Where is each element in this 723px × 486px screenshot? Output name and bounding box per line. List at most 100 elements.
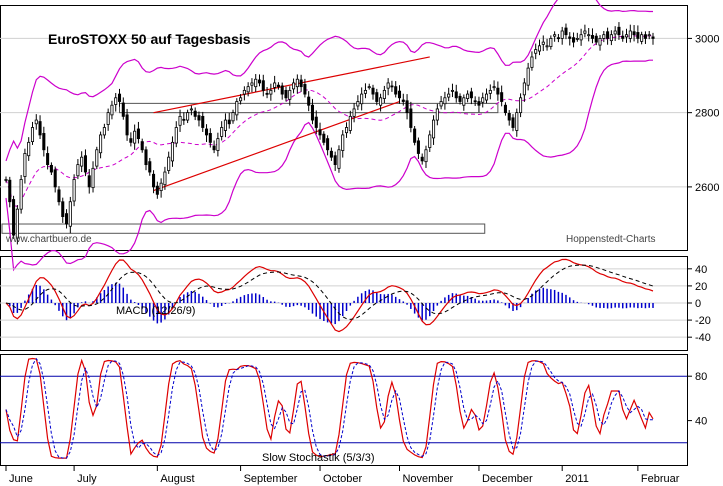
candle-body <box>473 100 477 103</box>
candle-body <box>106 112 110 125</box>
x-axis: June July August September October November De… <box>5 465 680 485</box>
candle-body <box>458 95 462 102</box>
candle-body <box>61 201 65 217</box>
candle-body <box>367 86 371 89</box>
candle-body <box>341 134 345 151</box>
candle-body <box>53 169 57 188</box>
candle-body <box>375 92 379 102</box>
candle-body <box>220 127 224 137</box>
candle-body <box>299 79 303 88</box>
candle-body <box>401 99 405 102</box>
candle-body <box>57 189 61 203</box>
candle-body <box>261 80 265 91</box>
trendline-upper <box>153 56 430 114</box>
candle-body <box>572 37 576 43</box>
source-left: www.chartbuero.de <box>5 234 92 245</box>
candle-body <box>443 97 447 105</box>
candle-body <box>432 119 436 139</box>
candle-body <box>163 171 167 186</box>
candle-body <box>136 128 140 140</box>
candle-body <box>541 41 545 45</box>
candle-body <box>356 101 360 107</box>
candle-body <box>450 89 454 92</box>
candle-body <box>420 156 424 162</box>
candle-body <box>152 173 156 188</box>
candle-body <box>606 31 610 39</box>
candle-body <box>19 179 23 210</box>
candle-body <box>621 35 625 39</box>
candle-body <box>49 164 53 173</box>
candle-body <box>511 117 515 128</box>
candle-body <box>310 104 315 121</box>
candle-body <box>295 78 299 88</box>
lower-band <box>5 59 653 272</box>
candle-body <box>624 34 629 38</box>
candle-body <box>178 115 182 126</box>
candle-body <box>609 34 613 42</box>
candle-body <box>83 155 87 173</box>
price-y-ticks: 2600 2800 3000 <box>687 33 719 194</box>
candle-body <box>503 104 507 114</box>
candle-body <box>314 116 318 128</box>
x-tick-label: December <box>482 473 533 485</box>
macd-signal-line <box>5 264 654 320</box>
candle-body <box>447 93 451 98</box>
candle-body <box>205 128 209 136</box>
candle-body <box>68 201 72 227</box>
candle-body <box>397 90 402 99</box>
candle-body <box>613 30 617 35</box>
candle-body <box>159 182 163 192</box>
candle-body <box>318 129 322 136</box>
candle-body <box>647 34 651 37</box>
support-box <box>1 223 486 234</box>
candle-body <box>273 82 277 88</box>
candle-body <box>435 108 439 121</box>
panel-frame-0 <box>0 5 688 251</box>
candle-body <box>30 127 35 143</box>
candle-body <box>227 119 231 125</box>
stochastic-label: Slow Stochastik (5/3/3) <box>262 452 375 464</box>
candle-body <box>307 96 311 106</box>
candle-body <box>12 199 16 236</box>
candle-body <box>416 140 420 154</box>
source-right: Hoppenstedt-Charts <box>566 234 656 245</box>
candle-body <box>15 208 19 239</box>
candle-body <box>352 108 356 117</box>
stochastic-d-line <box>5 357 653 459</box>
candle-body <box>386 82 390 89</box>
candle-body <box>223 119 227 131</box>
candle-body <box>583 30 587 34</box>
x-tick-label: September <box>244 473 298 485</box>
candle-body <box>34 119 38 125</box>
price-tick-label: 2800 <box>695 108 719 120</box>
candle-body <box>590 35 594 39</box>
candle-body <box>170 141 175 162</box>
candle-body <box>344 127 349 134</box>
candle-body <box>424 149 428 163</box>
candle-body <box>466 93 470 99</box>
candle-body <box>216 138 220 151</box>
candle-body <box>326 138 330 151</box>
candle-body <box>125 114 129 136</box>
candle-body <box>239 97 243 102</box>
candle-body <box>348 115 352 131</box>
x-tick-label: June <box>9 473 33 485</box>
candle-body <box>110 104 114 116</box>
macd-gridlines <box>0 268 687 338</box>
candle-body <box>189 108 193 111</box>
stochastic-tick-label: 80 <box>695 371 707 383</box>
candle-body <box>530 56 534 68</box>
candle-body <box>439 101 443 107</box>
candle-body <box>454 91 458 99</box>
candle-body <box>133 130 137 144</box>
candle-body <box>405 100 409 114</box>
x-tick-label: November <box>402 473 453 485</box>
trendline-lower <box>153 100 400 192</box>
candle-body <box>428 134 432 148</box>
candle-body <box>560 30 564 39</box>
candle-body <box>117 93 122 102</box>
candle-body <box>522 82 526 96</box>
candle-body <box>492 86 496 89</box>
candle-body <box>526 67 530 86</box>
candle-body <box>360 93 364 105</box>
